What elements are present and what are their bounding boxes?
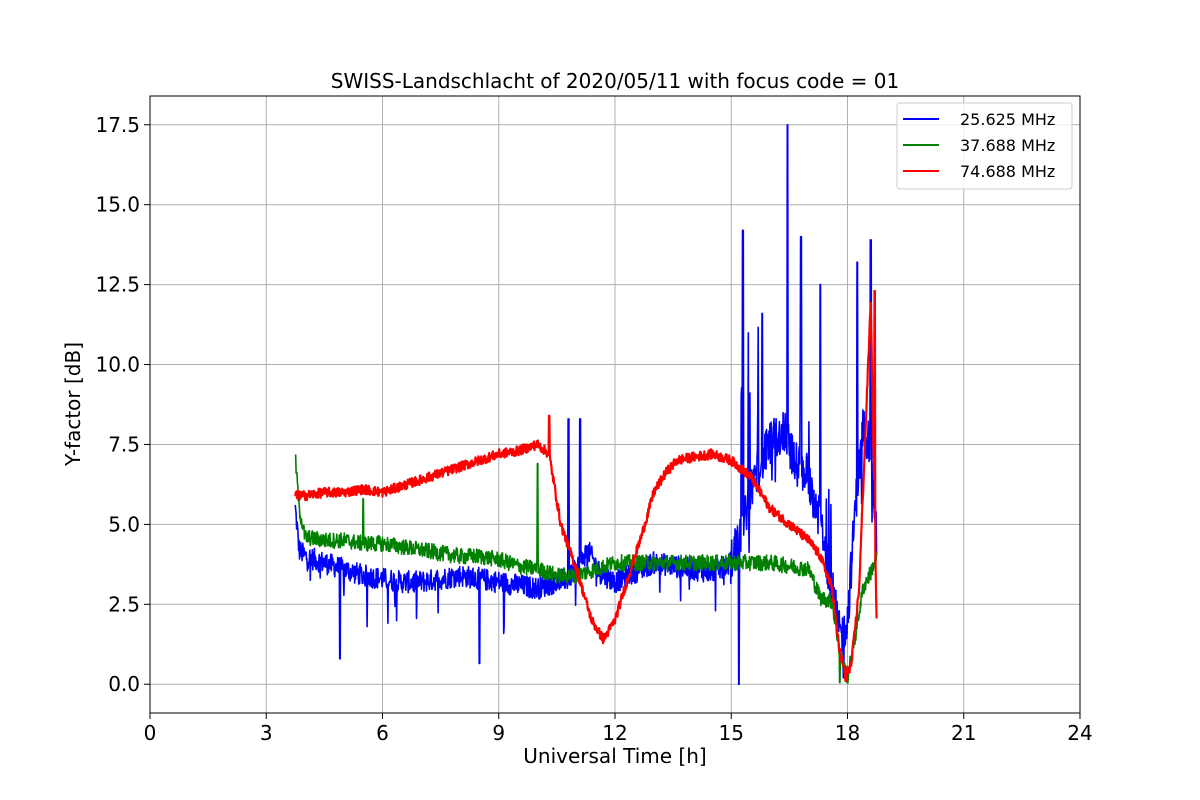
x-tick-label: 12 [602, 721, 627, 745]
x-tick-label: 24 [1067, 721, 1092, 745]
legend-label: 74.688 MHz [960, 162, 1055, 181]
legend-entries: 25.625 MHz 37.688 MHz 74.688 MHz [903, 110, 1055, 181]
series-lines [294, 124, 878, 686]
legend: 25.625 MHz 37.688 MHz 74.688 MHz [896, 102, 1073, 190]
x-tick-label: 9 [492, 721, 505, 745]
y-tick-label: 12.5 [95, 273, 140, 297]
series-line-1 [294, 124, 878, 686]
x-tick-label: 6 [376, 721, 389, 745]
x-tick-label: 15 [719, 721, 744, 745]
x-tick-label: 18 [835, 721, 860, 745]
y-tick-label: 10.0 [95, 353, 140, 377]
y-tick-label: 15.0 [95, 193, 140, 217]
y-tick-label: 2.5 [108, 592, 140, 616]
y-tick-label: 0.0 [108, 672, 140, 696]
x-tick-label: 0 [144, 721, 157, 745]
y-axis-label: Y-factor [dB] [61, 342, 85, 467]
legend-label: 25.625 MHz [960, 110, 1055, 129]
x-tick-label: 21 [951, 721, 976, 745]
x-axis-label: Universal Time [h] [523, 744, 706, 768]
series-line-3 [294, 289, 878, 683]
y-tick-label: 5.0 [108, 512, 140, 536]
legend-box [896, 102, 1073, 190]
axis-ticks: 0 3 6 9 12 15 18 21 24 0.0 2.5 5.0 7.5 10.0 12.5 15.0 17… [95, 113, 1092, 745]
legend-label: 37.688 MHz [960, 136, 1055, 155]
series-line-2 [294, 454, 878, 684]
chart-title: SWISS-Landschlacht of 2020/05/11 with fo… [331, 69, 899, 93]
y-tick-label: 17.5 [95, 113, 140, 137]
x-tick-label: 3 [260, 721, 273, 745]
y-tick-label: 7.5 [108, 432, 140, 456]
